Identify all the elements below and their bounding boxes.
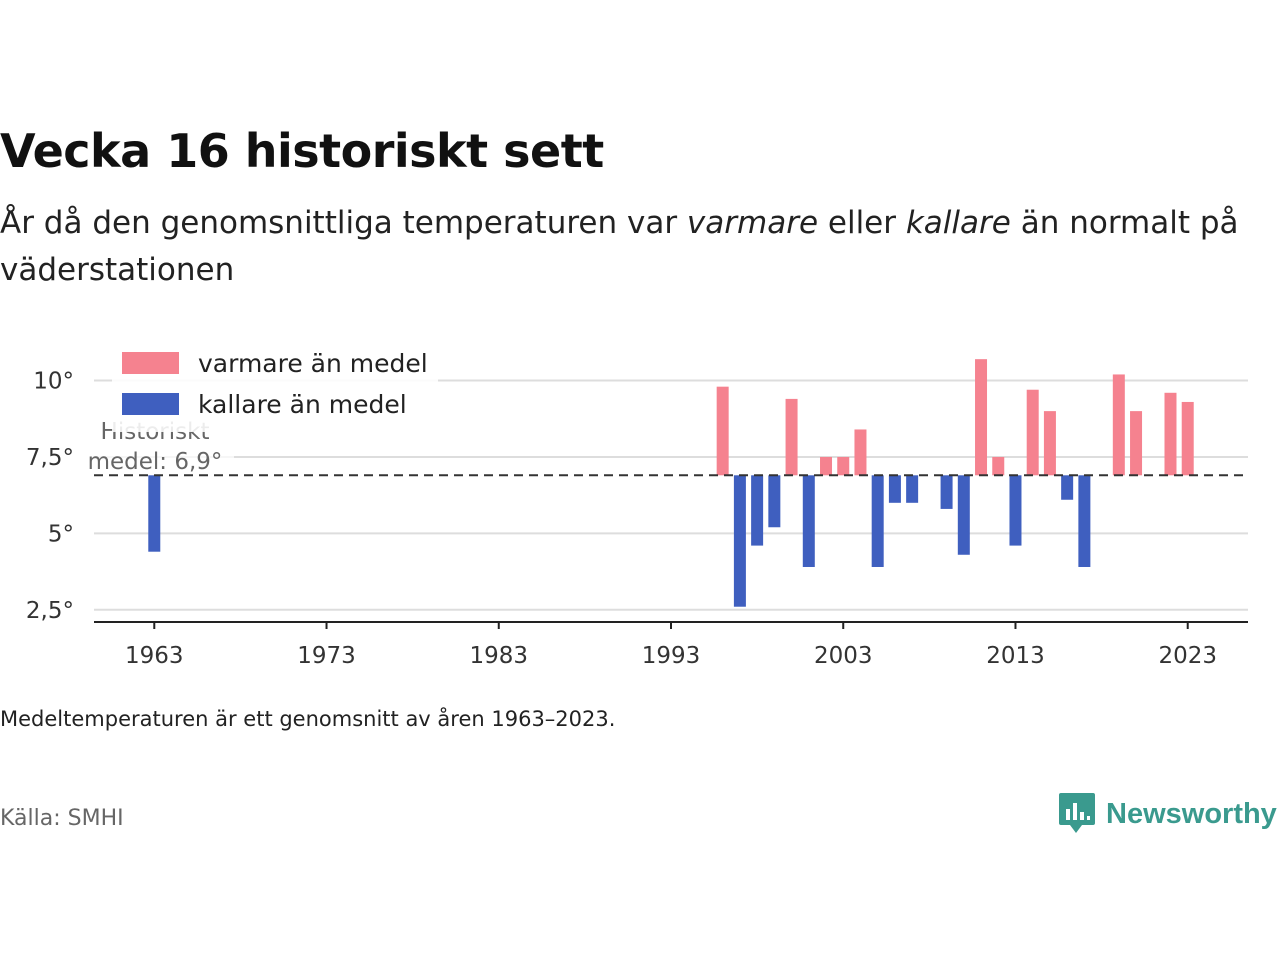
legend-label-warm: varmare än medel bbox=[198, 349, 428, 378]
y-tick-label: 7,5° bbox=[26, 445, 74, 471]
bar-warm bbox=[1130, 411, 1143, 476]
chart-subtitle: År då den genomsnittliga temperaturen va… bbox=[0, 200, 1240, 294]
brand[interactable]: Newsworthy bbox=[1058, 790, 1277, 838]
footnote: Medeltemperaturen är ett genomsnitt av å… bbox=[0, 707, 616, 731]
bar-cold bbox=[906, 475, 919, 503]
bar-cold bbox=[957, 475, 970, 555]
bar-warm bbox=[820, 456, 833, 476]
subtitle-text-2: eller bbox=[818, 205, 906, 241]
bar-warm bbox=[1181, 401, 1194, 476]
subtitle-warm-word: varmare bbox=[686, 205, 819, 241]
legend-swatch-warm bbox=[122, 352, 179, 374]
bar-cold bbox=[888, 475, 901, 503]
subtitle-text-1: År då den genomsnittliga temperaturen va… bbox=[0, 205, 687, 241]
bar-warm bbox=[837, 456, 850, 476]
x-tick-label: 1973 bbox=[297, 643, 356, 669]
bar-cold bbox=[871, 475, 884, 567]
y-axis-labels: 2,5° 5° 7,5° 10° bbox=[26, 369, 74, 624]
bar-warm bbox=[785, 398, 798, 476]
x-tick-label: 1993 bbox=[642, 643, 701, 669]
newsworthy-logo-icon bbox=[1059, 793, 1095, 833]
bar-cold bbox=[733, 475, 746, 607]
bar-cold bbox=[1078, 475, 1091, 567]
bar-cold bbox=[768, 475, 781, 528]
legend-swatch-cold bbox=[122, 393, 179, 415]
x-tick-label: 2003 bbox=[814, 643, 873, 669]
bar-warm bbox=[975, 359, 988, 476]
bar-cold bbox=[751, 475, 764, 546]
brand-name: Newsworthy bbox=[1106, 797, 1277, 830]
x-axis: 1963 1973 1983 1993 2003 2013 2023 bbox=[94, 621, 1248, 669]
x-tick-label: 2023 bbox=[1158, 643, 1217, 669]
bar-chart: Historiskt medel: 6,9° 19631973198319932… bbox=[26, 346, 1248, 669]
legend-label-cold: kallare än medel bbox=[198, 390, 407, 419]
bar-warm bbox=[1112, 374, 1125, 476]
chart-title: Vecka 16 historiskt sett bbox=[0, 124, 604, 178]
bar-cold bbox=[940, 475, 953, 509]
bar-warm bbox=[716, 386, 729, 476]
x-tick-label: 2013 bbox=[986, 643, 1045, 669]
bar-cold bbox=[802, 475, 815, 567]
y-tick-label: 5° bbox=[48, 521, 74, 547]
subtitle-text-3: än normalt på väderstationen bbox=[0, 205, 1239, 288]
x-tick-label: 1963 bbox=[125, 643, 184, 669]
legend: varmare än medel kallare än medel bbox=[112, 346, 438, 432]
subtitle-cold-word: kallare bbox=[905, 205, 1011, 241]
y-tick-label: 10° bbox=[33, 369, 74, 395]
bar-warm bbox=[1043, 411, 1056, 476]
source-credit: Källa: SMHI bbox=[0, 806, 124, 831]
bar-cold bbox=[148, 475, 161, 552]
bar-warm bbox=[1026, 389, 1039, 476]
bar-warm bbox=[1164, 392, 1177, 476]
x-tick-label: 1983 bbox=[469, 643, 528, 669]
bar-warm bbox=[992, 456, 1005, 476]
bar-cold bbox=[1061, 475, 1074, 500]
bars bbox=[148, 359, 1194, 607]
y-tick-label: 2,5° bbox=[26, 598, 74, 624]
bar-cold bbox=[1009, 475, 1022, 546]
bar-warm bbox=[854, 429, 867, 476]
baseline-label-line2: medel: 6,9° bbox=[88, 449, 223, 475]
